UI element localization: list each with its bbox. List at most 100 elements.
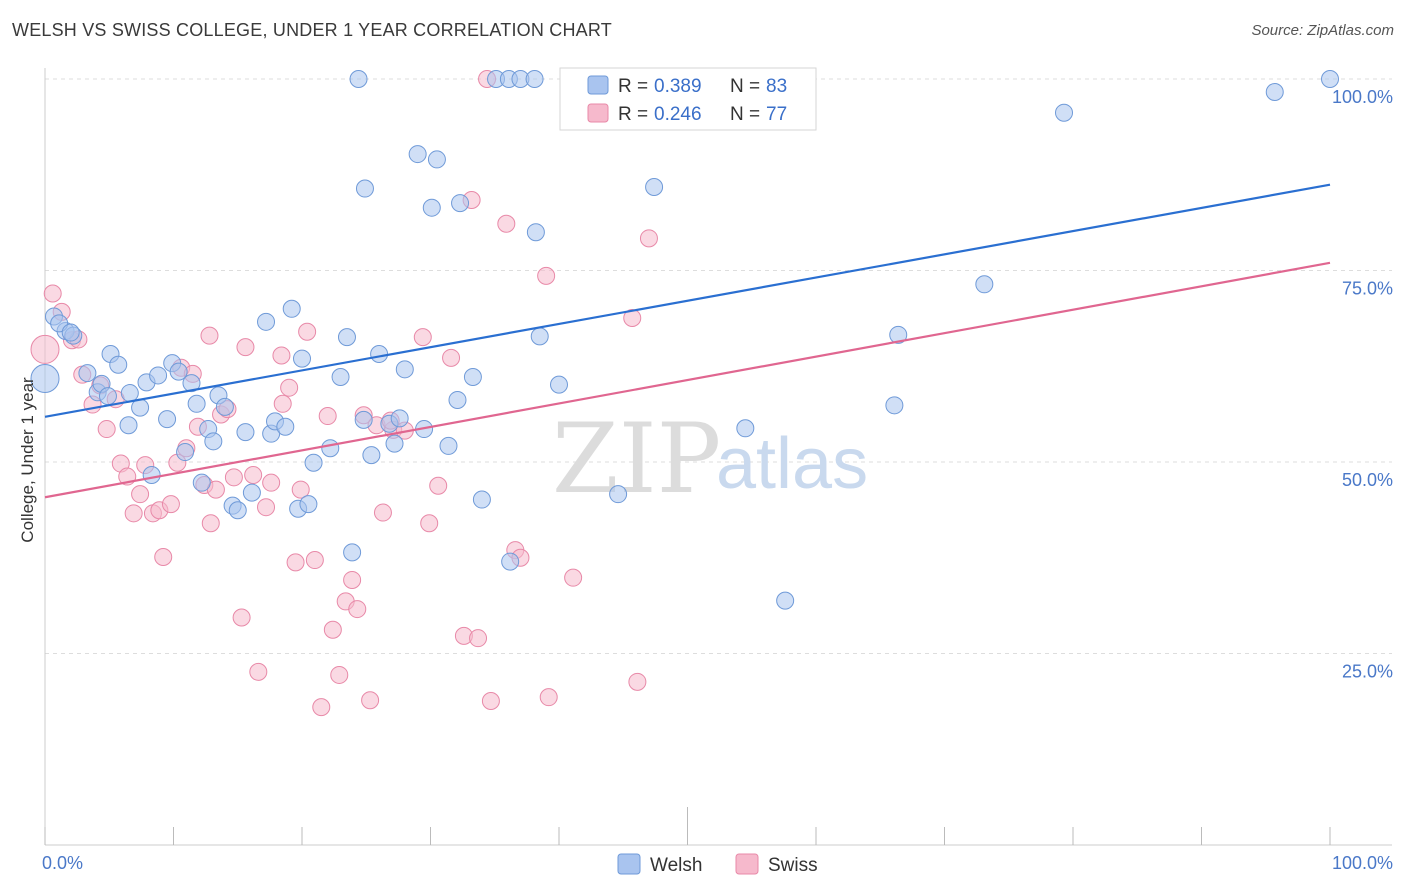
welsh-point-55 (427, 150, 446, 169)
swiss-point-66 (537, 266, 556, 285)
watermark: ZIP atlas (552, 403, 868, 515)
x-tick-labels: 0.0% 100.0% (42, 853, 1393, 873)
swiss-point-47 (348, 600, 367, 619)
welsh-point-15 (158, 410, 177, 429)
welsh-n-value: 83 (766, 76, 787, 97)
swiss-point-60 (469, 629, 488, 648)
swiss-point-55 (420, 514, 439, 533)
swiss-point-31 (244, 466, 263, 485)
welsh-r-label: R = (618, 76, 648, 97)
swiss-point-0 (30, 334, 60, 364)
swiss-point-28 (224, 468, 243, 487)
legend-swiss-label[interactable]: Swiss (768, 855, 818, 876)
welsh-point-59 (463, 367, 482, 386)
swiss-point-17 (161, 495, 180, 514)
swiss-point-34 (262, 473, 281, 492)
swiss-point-30 (236, 338, 255, 357)
welsh-point-71 (645, 178, 664, 197)
chart-title: WELSH VS SWISS COLLEGE, UNDER 1 YEAR COR… (12, 20, 612, 40)
welsh-point-79 (1321, 70, 1339, 88)
swiss-point-43 (323, 620, 342, 639)
welsh-point-75 (889, 325, 908, 344)
y-tick-label-1: 50.0% (1342, 470, 1393, 490)
swiss-point-7 (97, 420, 116, 439)
swiss-point-69 (623, 308, 642, 327)
welsh-r-value: 0.389 (654, 76, 702, 97)
source-credit: Source: ZipAtlas.com (1251, 22, 1394, 39)
swiss-point-42 (318, 407, 337, 426)
welsh-point-57 (448, 390, 467, 409)
welsh-point-38 (304, 453, 323, 472)
welsh-point-4 (78, 364, 97, 383)
swiss-point-40 (305, 551, 324, 570)
welsh-point-67 (530, 327, 549, 346)
welsh-point-50 (390, 409, 409, 428)
swiss-r-label: R = (618, 104, 648, 125)
swiss-point-54 (413, 328, 432, 347)
watermark-atlas: atlas (716, 424, 868, 504)
swiss-point-67 (539, 688, 558, 707)
welsh-point-27 (228, 501, 247, 520)
welsh-point-36 (293, 349, 311, 368)
swiss-point-44 (330, 665, 349, 684)
swiss-point-41 (312, 698, 331, 717)
welsh-point-29 (242, 483, 261, 502)
welsh-point-20 (187, 394, 206, 413)
welsh-point-54 (422, 198, 441, 217)
welsh-point-10 (119, 416, 138, 435)
welsh-point-65 (525, 70, 544, 88)
welsh-point-21 (192, 473, 211, 492)
welsh-trend-line (44, 183, 1331, 418)
swiss-point-38 (291, 480, 310, 499)
welsh-point-81 (61, 323, 80, 342)
welsh-point-49 (385, 434, 404, 453)
swiss-point-46 (343, 570, 362, 589)
welsh-point-44 (354, 410, 373, 429)
swiss-point-12 (131, 485, 150, 504)
swiss-point-56 (429, 476, 448, 495)
x-tick-label-min: 0.0% (42, 853, 83, 873)
legend-welsh-label[interactable]: Welsh (650, 855, 702, 876)
swiss-point-24 (201, 514, 220, 533)
swiss-n-label: N = (730, 104, 760, 125)
welsh-point-37 (299, 495, 318, 514)
swiss-point-63 (497, 214, 516, 233)
welsh-point-14 (149, 366, 168, 385)
stats-legend: R = 0.389 N = 83 R = 0.246 N = 77 (559, 67, 817, 131)
y-tick-label-2: 75.0% (1342, 279, 1393, 299)
swiss-point-36 (280, 378, 299, 397)
welsh-point-52 (408, 145, 427, 164)
legend-swiss-swatch[interactable] (735, 853, 759, 875)
welsh-point-23 (204, 432, 223, 451)
welsh-point-76 (975, 275, 994, 294)
welsh-point-58 (451, 194, 470, 213)
swiss-point-68 (564, 568, 583, 587)
swiss-point-29 (232, 608, 251, 627)
swiss-point-49 (361, 691, 380, 710)
welsh-point-68 (550, 375, 568, 394)
welsh-point-63 (501, 552, 520, 571)
swiss-point-62 (481, 691, 500, 710)
welsh-point-51 (395, 360, 414, 379)
welsh-point-43 (349, 70, 368, 88)
welsh-point-18 (176, 443, 195, 462)
welsh-point-60 (472, 490, 491, 509)
legend-welsh-swatch[interactable] (617, 853, 641, 875)
watermark-zip: ZIP (552, 403, 721, 515)
welsh-point-13 (142, 466, 161, 485)
welsh-point-77 (1055, 103, 1074, 122)
welsh-point-46 (362, 446, 381, 465)
welsh-point-34 (282, 299, 301, 318)
swiss-trend-line (44, 261, 1331, 499)
grid-lines (45, 78, 1392, 654)
x-tick-label-max: 100.0% (1332, 853, 1393, 873)
swiss-point-33 (257, 498, 276, 517)
welsh-point-40 (331, 367, 350, 386)
welsh-point-78 (1265, 83, 1284, 102)
swiss-points (30, 70, 702, 717)
swiss-swatch (587, 103, 609, 123)
welsh-point-28 (236, 423, 255, 442)
swiss-point-1 (43, 284, 62, 303)
swiss-point-32 (249, 662, 268, 681)
